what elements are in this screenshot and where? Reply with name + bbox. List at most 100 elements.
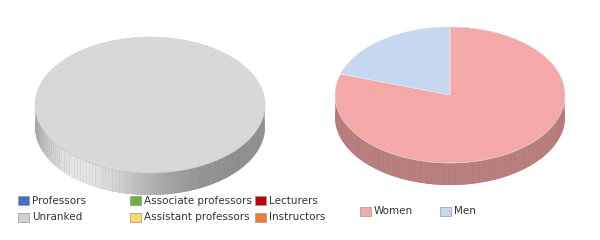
Polygon shape (194, 167, 198, 190)
Polygon shape (478, 160, 484, 183)
Polygon shape (260, 122, 262, 146)
Polygon shape (250, 136, 252, 160)
Polygon shape (455, 163, 461, 185)
Polygon shape (119, 171, 123, 193)
Polygon shape (340, 115, 342, 140)
Polygon shape (383, 150, 388, 174)
Polygon shape (245, 142, 247, 166)
Polygon shape (41, 126, 42, 150)
Polygon shape (181, 170, 184, 192)
Polygon shape (44, 132, 46, 156)
Polygon shape (109, 168, 112, 191)
Polygon shape (72, 155, 74, 178)
Polygon shape (198, 166, 201, 189)
Polygon shape (48, 136, 50, 160)
Polygon shape (83, 160, 86, 184)
Polygon shape (349, 127, 352, 152)
Polygon shape (74, 156, 77, 180)
Text: Instructors: Instructors (269, 212, 325, 222)
Polygon shape (166, 172, 170, 194)
Ellipse shape (35, 37, 265, 173)
Polygon shape (432, 162, 437, 185)
Text: Men: Men (454, 206, 476, 216)
Polygon shape (86, 162, 89, 185)
Polygon shape (563, 102, 565, 127)
Polygon shape (398, 156, 404, 179)
Polygon shape (415, 160, 421, 183)
Polygon shape (362, 139, 366, 163)
Polygon shape (46, 134, 48, 158)
Polygon shape (344, 121, 346, 146)
Ellipse shape (35, 59, 265, 195)
Polygon shape (102, 167, 106, 190)
Polygon shape (52, 140, 53, 164)
Polygon shape (148, 173, 152, 195)
Polygon shape (490, 158, 495, 181)
Polygon shape (188, 168, 191, 191)
Polygon shape (541, 134, 544, 159)
Polygon shape (258, 126, 259, 150)
Polygon shape (449, 163, 455, 185)
Polygon shape (38, 122, 40, 146)
Polygon shape (544, 131, 547, 156)
Polygon shape (335, 27, 565, 163)
Polygon shape (177, 171, 181, 193)
Polygon shape (561, 109, 563, 134)
Polygon shape (404, 157, 409, 180)
Polygon shape (95, 165, 99, 188)
Polygon shape (50, 138, 52, 162)
Polygon shape (355, 133, 358, 158)
Polygon shape (137, 173, 141, 195)
Polygon shape (346, 124, 349, 150)
Polygon shape (159, 173, 163, 195)
Polygon shape (337, 108, 338, 133)
Polygon shape (106, 168, 109, 191)
Polygon shape (257, 128, 258, 152)
Polygon shape (127, 172, 130, 194)
Polygon shape (58, 145, 59, 169)
Polygon shape (394, 154, 398, 178)
Polygon shape (533, 139, 537, 164)
Polygon shape (547, 128, 550, 153)
Polygon shape (500, 155, 505, 178)
Polygon shape (515, 149, 520, 173)
Polygon shape (366, 141, 370, 166)
Polygon shape (80, 159, 83, 182)
Polygon shape (505, 153, 511, 177)
Polygon shape (342, 118, 344, 143)
Polygon shape (443, 163, 449, 185)
Polygon shape (205, 164, 208, 187)
Polygon shape (141, 173, 145, 195)
Polygon shape (233, 150, 236, 174)
Polygon shape (238, 147, 241, 171)
Polygon shape (134, 172, 137, 195)
Polygon shape (550, 125, 553, 150)
Polygon shape (64, 150, 67, 174)
Polygon shape (379, 149, 383, 173)
Polygon shape (262, 118, 263, 142)
Polygon shape (116, 170, 119, 192)
Polygon shape (214, 160, 217, 184)
Polygon shape (112, 169, 116, 192)
Polygon shape (208, 163, 211, 186)
Text: Professors: Professors (32, 196, 86, 205)
Polygon shape (70, 153, 72, 177)
Text: Unranked: Unranked (32, 212, 82, 222)
Polygon shape (529, 142, 533, 167)
Polygon shape (43, 130, 44, 154)
Polygon shape (155, 173, 159, 195)
Polygon shape (130, 172, 134, 194)
Polygon shape (358, 136, 362, 161)
Text: Assistant professors: Assistant professors (144, 212, 250, 222)
Polygon shape (170, 172, 173, 194)
Polygon shape (226, 155, 228, 178)
Polygon shape (247, 140, 248, 164)
Polygon shape (374, 146, 379, 170)
Text: Associate professors: Associate professors (144, 196, 252, 205)
Polygon shape (220, 158, 223, 181)
Polygon shape (92, 164, 95, 187)
Polygon shape (553, 122, 556, 147)
Polygon shape (461, 162, 467, 185)
Polygon shape (472, 161, 478, 184)
Polygon shape (511, 151, 515, 175)
